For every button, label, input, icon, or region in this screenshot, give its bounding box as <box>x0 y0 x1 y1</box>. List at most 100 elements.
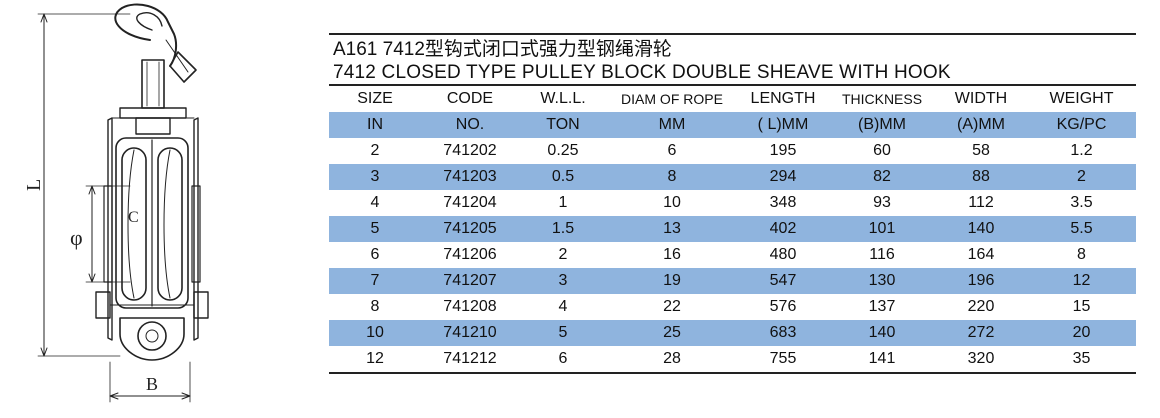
table-cell: 8 <box>607 164 737 190</box>
title-chinese: A161 7412型钩式闭口式强力型钢绳滑轮 <box>333 39 672 60</box>
table-cell: 116 <box>869 246 895 263</box>
table-cell: 112 <box>968 194 994 211</box>
table-cell: 16 <box>663 246 681 263</box>
table-cell: 130 <box>829 268 935 294</box>
table-cell: 19 <box>607 268 737 294</box>
table-cell: 402 <box>737 216 829 242</box>
table-cell: 348 <box>769 194 797 211</box>
table-cell: 5.5 <box>1027 216 1136 242</box>
table-cell: 140 <box>935 216 1027 242</box>
pulley-block-drawing: L φ C B <box>23 3 209 403</box>
table-cell: 3.5 <box>1070 194 1093 211</box>
table-cell: 12 <box>1027 268 1136 294</box>
unit-row: IN NO. TON MM ( L)MM (B)MM (A)MM KG/PC <box>329 112 1136 138</box>
table-cell: 0.5 <box>519 164 607 190</box>
table-cell: 3 <box>329 164 421 190</box>
table-cell: 10 <box>329 320 421 346</box>
table-cell: 741205 <box>421 216 519 242</box>
table-row: 2 741202 0.25 6 195 60 58 1.2 <box>329 138 1136 164</box>
table-row: 6 741206 2 16 480 116 164 8 <box>329 242 1136 268</box>
table-cell: 35 <box>1027 346 1136 374</box>
table-cell: 741206 <box>443 246 497 263</box>
unit-cell: ( L)MM <box>737 112 829 138</box>
table-cell: 576 <box>769 298 797 315</box>
header-cell: WIDTH <box>935 84 1027 112</box>
sheave-label: C <box>128 209 139 226</box>
spec-table: SIZE CODE W.L.L. DIAM OF ROPE LENGTH THI… <box>329 84 1136 374</box>
table-cell: 1.5 <box>519 216 607 242</box>
table-cell: 294 <box>737 164 829 190</box>
table-cell: 8 <box>370 298 380 315</box>
table-row: 10 741210 5 25 683 140 272 20 <box>329 320 1136 346</box>
title-english: 7412 CLOSED TYPE PULLEY BLOCK DOUBLE SHE… <box>333 62 951 83</box>
table-cell: 12 <box>329 346 421 374</box>
table-cell: 60 <box>873 142 891 159</box>
header-cell: W.L.L. <box>519 84 607 112</box>
thickness-dimension-label: B <box>146 374 158 394</box>
table-row: 12 741212 6 28 755 141 320 35 <box>329 346 1136 374</box>
table-cell: 164 <box>967 246 995 263</box>
table-cell: 82 <box>829 164 935 190</box>
table-cell: 741212 <box>421 346 519 374</box>
table-cell: 2 <box>370 142 380 159</box>
table-cell: 2 <box>558 246 568 263</box>
table-cell: 15 <box>1072 298 1091 315</box>
header-cell: LENGTH <box>737 84 829 112</box>
header-cell: THICKNESS <box>829 84 935 112</box>
top-rule <box>329 33 1136 35</box>
table-cell: 58 <box>972 142 990 159</box>
spec-sheet: A161 7412型钩式闭口式强力型钢绳滑轮 7412 CLOSED TYPE … <box>329 33 1136 374</box>
table-cell: 6 <box>519 346 607 374</box>
unit-cell: (B)MM <box>829 112 935 138</box>
unit-cell: TON <box>519 112 607 138</box>
table-cell: 101 <box>829 216 935 242</box>
unit-cell: IN <box>329 112 421 138</box>
table-cell: 20 <box>1027 320 1136 346</box>
table-cell: 220 <box>967 298 995 315</box>
table-cell: 741204 <box>443 194 497 211</box>
table-cell: 196 <box>935 268 1027 294</box>
table-cell: 1.2 <box>1070 142 1093 159</box>
table-cell: 480 <box>769 246 797 263</box>
table-row: 7 741207 3 19 547 130 196 12 <box>329 268 1136 294</box>
table-cell: 5 <box>329 216 421 242</box>
unit-cell: MM <box>607 112 737 138</box>
table-cell: 741207 <box>421 268 519 294</box>
table-cell: 320 <box>935 346 1027 374</box>
table-row: 5 741205 1.5 13 402 101 140 5.5 <box>329 216 1136 242</box>
table-cell: 6 <box>370 246 380 263</box>
table-cell: 10 <box>663 194 681 211</box>
table-cell: 755 <box>737 346 829 374</box>
header-cell: DIAM OF ROPE <box>607 84 737 112</box>
table-cell: 3 <box>519 268 607 294</box>
table-cell: 741208 <box>443 298 497 315</box>
table-cell: 4 <box>370 194 380 211</box>
table-cell: 8 <box>1077 246 1086 263</box>
table-cell: 4 <box>558 298 568 315</box>
diameter-dimension-label: φ <box>70 225 83 250</box>
table-cell: 0.25 <box>547 142 579 159</box>
table-cell: 13 <box>607 216 737 242</box>
length-dimension-label: L <box>23 179 45 191</box>
table-cell: 683 <box>737 320 829 346</box>
table-cell: 93 <box>873 194 891 211</box>
table-row: 4 741204 1 10 348 93 112 3.5 <box>329 190 1136 216</box>
table-row: 3 741203 0.5 8 294 82 88 2 <box>329 164 1136 190</box>
table-cell: 22 <box>663 298 681 315</box>
header-cell: CODE <box>421 84 519 112</box>
table-cell: 1 <box>558 194 568 211</box>
table-cell: 741203 <box>421 164 519 190</box>
unit-cell: NO. <box>421 112 519 138</box>
table-cell: 5 <box>519 320 607 346</box>
table-cell: 25 <box>607 320 737 346</box>
header-cell: SIZE <box>329 84 421 112</box>
table-cell: 272 <box>935 320 1027 346</box>
header-cell: WEIGHT <box>1027 84 1136 112</box>
spec-table-body: 2 741202 0.25 6 195 60 58 1.2 3 741203 0.5 8 294 82 88… <box>329 138 1136 374</box>
table-cell: 141 <box>829 346 935 374</box>
table-cell: 741202 <box>443 142 497 159</box>
table-cell: 140 <box>829 320 935 346</box>
table-row: 8 741208 4 22 576 137 220 15 <box>329 294 1136 320</box>
table-cell: 7 <box>329 268 421 294</box>
header-row: SIZE CODE W.L.L. DIAM OF ROPE LENGTH THI… <box>329 84 1136 112</box>
